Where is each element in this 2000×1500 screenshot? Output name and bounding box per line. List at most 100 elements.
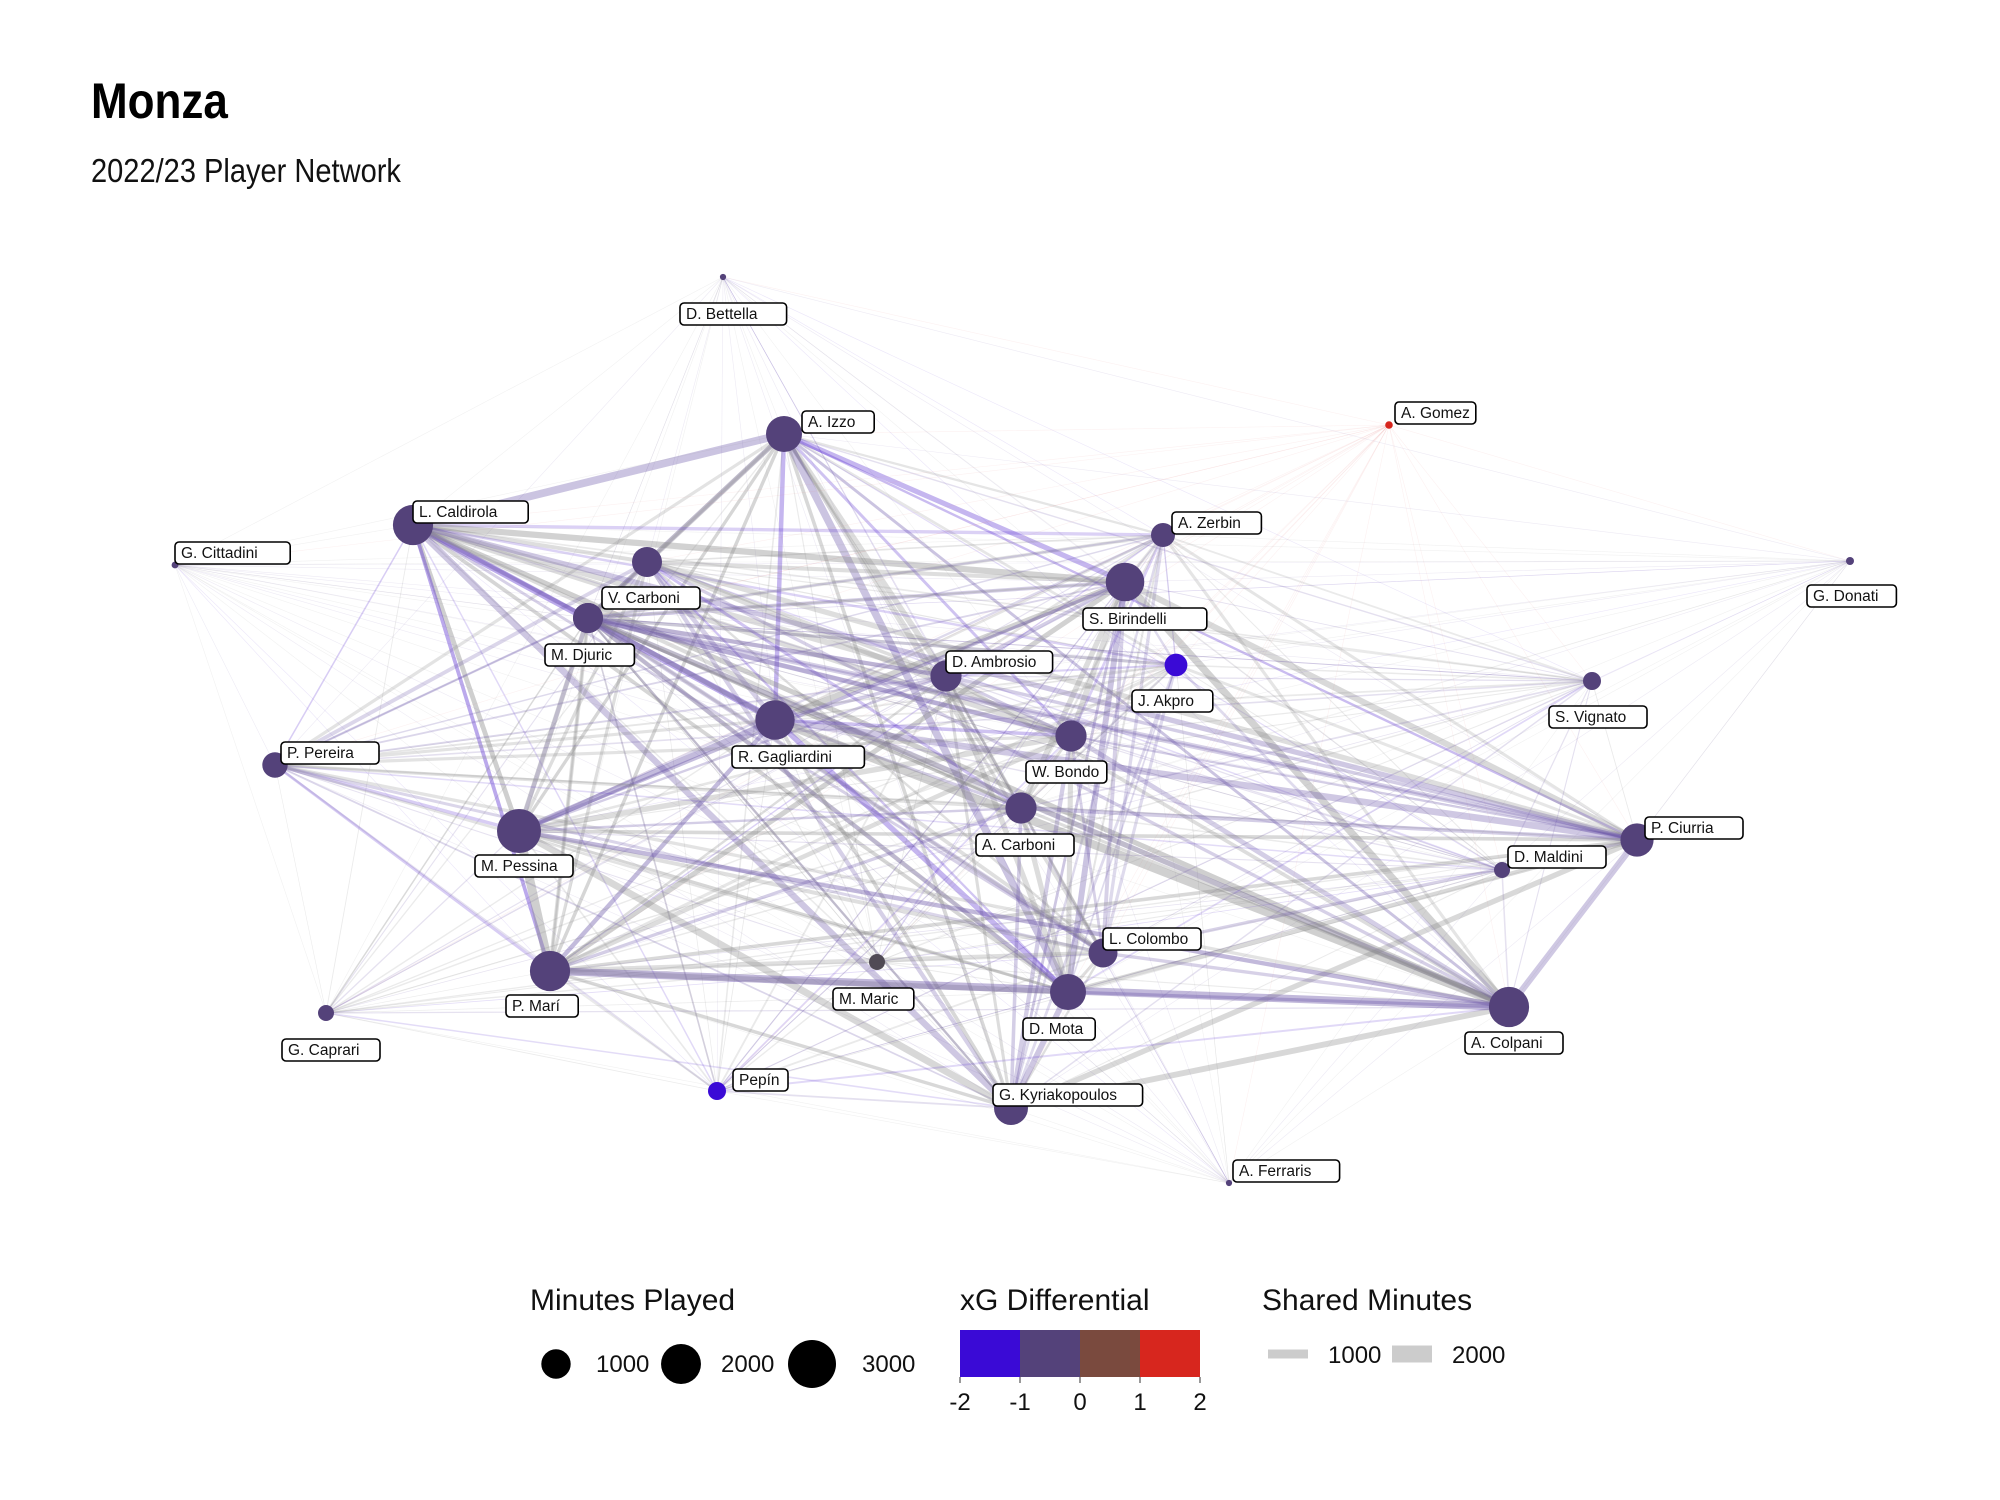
edge-colombo-colpani bbox=[1101, 951, 1511, 1009]
edge-izzo-mari bbox=[548, 432, 786, 973]
label-vcarboni: V. Carboni bbox=[601, 586, 701, 610]
label-text-izzo: A. Izzo bbox=[808, 414, 855, 431]
edge-pessina-colombo bbox=[517, 829, 1105, 955]
edge-caldirola-birindelli bbox=[409, 521, 1129, 586]
node-mota[interactable] bbox=[1050, 974, 1086, 1010]
edge-izzo-mota bbox=[780, 430, 1072, 996]
edge-cittadini-kyriakopoulos bbox=[174, 564, 1012, 1109]
edge-akpro-colpani bbox=[1174, 663, 1511, 1009]
edge-bettella-gomez bbox=[722, 276, 1390, 426]
label-pessina: M. Pessina bbox=[474, 854, 574, 878]
edge-ciurria-kyriakopoulos bbox=[1008, 837, 1640, 1111]
label-gomez: A. Gomez bbox=[1394, 401, 1477, 425]
edge-izzo-maric bbox=[783, 433, 878, 963]
network-nodes bbox=[171, 273, 1854, 1187]
edge-unlabeled-pepin bbox=[646, 561, 718, 1092]
node-maldini[interactable] bbox=[1494, 862, 1510, 878]
edge-pereira-colombo bbox=[273, 763, 1105, 955]
edge-pessina-colpani bbox=[516, 828, 1512, 1010]
label-box-mari bbox=[505, 994, 579, 1018]
edge-vignato-pereira bbox=[274, 680, 1593, 766]
label-text-colombo: L. Colombo bbox=[1109, 931, 1188, 948]
edge-ambrosio-vignato bbox=[945, 675, 1593, 682]
network-edges bbox=[174, 276, 1851, 1184]
edge-djuric-maric bbox=[587, 617, 878, 963]
edge-bettella-birindelli bbox=[722, 276, 1126, 583]
edge-donati-vignato bbox=[1591, 560, 1851, 682]
edge-akpro-gagliardini bbox=[774, 664, 1177, 721]
edge-bondo-pessina bbox=[516, 733, 1074, 834]
label-text-cittadini: G. Cittadini bbox=[181, 545, 258, 562]
edge-gomez-vignato bbox=[1388, 424, 1593, 682]
edge-vcarboni-akpro bbox=[586, 616, 1178, 667]
node-pepin[interactable] bbox=[708, 1082, 726, 1100]
edge-mota-colpani bbox=[1066, 990, 1511, 1009]
edge-pereira-maldini bbox=[274, 764, 1503, 871]
node-ferraris[interactable] bbox=[1225, 1179, 1233, 1187]
node-acarboni[interactable] bbox=[1005, 792, 1037, 824]
edge-bettella-kyriakopoulos bbox=[722, 276, 1012, 1109]
label-box-pereira bbox=[280, 741, 380, 765]
edge-pereira-pessina bbox=[273, 763, 521, 833]
label-box-maldini bbox=[1507, 845, 1607, 869]
edge-caprari-ferraris bbox=[325, 1012, 1230, 1184]
edge-pereira-mota bbox=[273, 763, 1070, 994]
node-zerbin[interactable] bbox=[1151, 523, 1175, 547]
edge-colombo-caprari bbox=[325, 952, 1104, 1014]
edge-maldini-colpani bbox=[1501, 869, 1510, 1008]
edge-ciurria-pepin bbox=[716, 839, 1638, 1092]
edge-maldini-caprari bbox=[325, 869, 1503, 1014]
node-izzo[interactable] bbox=[766, 416, 802, 452]
node-donati[interactable] bbox=[1846, 557, 1854, 565]
node-akpro[interactable] bbox=[1164, 653, 1188, 677]
node-gagliardini[interactable] bbox=[755, 700, 795, 740]
edge-caldirola-pereira bbox=[274, 524, 414, 766]
label-text-gomez: A. Gomez bbox=[1401, 405, 1470, 422]
edge-vcarboni-colpani bbox=[585, 615, 1512, 1010]
edge-maldini-kyriakopoulos bbox=[1010, 869, 1503, 1109]
edge-akpro-pepin bbox=[716, 664, 1177, 1092]
xg-swatch-neg1 bbox=[1020, 1330, 1080, 1377]
edge-cittadini-pepin bbox=[174, 564, 718, 1092]
edge-ambrosio-caprari bbox=[325, 675, 947, 1014]
node-unlabeled[interactable] bbox=[632, 547, 662, 577]
edge-cittadini-colombo bbox=[174, 564, 1104, 954]
node-bettella[interactable] bbox=[719, 273, 727, 281]
edge-donati-akpro bbox=[1175, 560, 1851, 666]
edge-izzo-acarboni bbox=[782, 432, 1023, 810]
edge-cittadini-maric bbox=[174, 564, 878, 963]
edge-djuric-vignato bbox=[587, 617, 1593, 682]
edge-pessina-mota bbox=[517, 829, 1070, 994]
edge-acarboni-pessina bbox=[517, 806, 1023, 833]
node-mari[interactable] bbox=[529, 950, 571, 992]
edge-gagliardini-maldini bbox=[774, 719, 1503, 871]
edge-donati-pereira bbox=[274, 560, 1851, 766]
edge-gomez-caldirola bbox=[412, 424, 1390, 526]
node-caprari[interactable] bbox=[318, 1005, 334, 1021]
node-colpani[interactable] bbox=[1488, 986, 1530, 1028]
label-box-izzo bbox=[801, 410, 875, 434]
label-colpani: A. Colpani bbox=[1464, 1031, 1564, 1055]
node-vignato[interactable] bbox=[1583, 672, 1601, 690]
node-gomez[interactable] bbox=[1385, 421, 1393, 429]
edge-akpro-acarboni bbox=[1019, 663, 1178, 810]
edge-cittadini-acarboni bbox=[174, 564, 1022, 809]
legend-xg-title: xG Differential bbox=[960, 1284, 1150, 1317]
node-bondo[interactable] bbox=[1055, 720, 1087, 752]
label-text-pereira: P. Pereira bbox=[287, 745, 354, 762]
edge-ambrosio-kyriakopoulos bbox=[944, 674, 1013, 1110]
edge-cittadini-akpro bbox=[174, 564, 1177, 666]
node-djuric[interactable] bbox=[573, 603, 603, 633]
edge-ambrosio-colpani bbox=[944, 674, 1511, 1009]
edge-izzo-bondo bbox=[782, 432, 1073, 738]
edge-donati-colpani bbox=[1508, 560, 1851, 1008]
node-maric[interactable] bbox=[869, 954, 885, 970]
label-text-ciurria: P. Ciurria bbox=[1651, 820, 1714, 837]
node-pessina[interactable] bbox=[497, 809, 541, 853]
node-birindelli[interactable] bbox=[1105, 562, 1145, 602]
edge-vcarboni-acarboni bbox=[586, 616, 1023, 810]
edge-bettella-colpani bbox=[722, 276, 1510, 1008]
label-box-ferraris bbox=[1232, 1159, 1341, 1183]
label-colombo: L. Colombo bbox=[1102, 927, 1202, 951]
edge-birindelli-ferraris bbox=[1124, 581, 1230, 1184]
